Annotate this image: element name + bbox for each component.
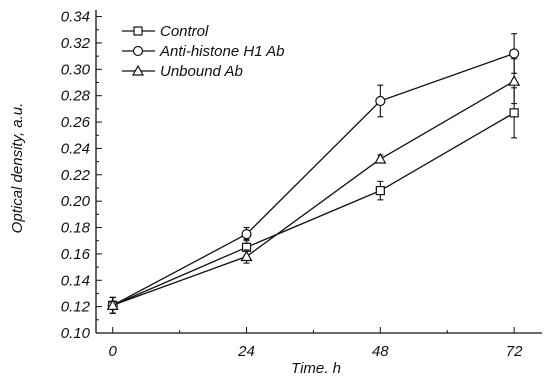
y-tick-label: 0.20 — [61, 193, 91, 210]
legend-marker — [132, 45, 144, 57]
y-axis-ticks: 0.10 0.12 0.14 0.16 0.18 0.20 0.22 0.24 0.26 0.28… — [61, 9, 102, 342]
y-tick-label: 0.26 — [61, 114, 91, 131]
y-tick-label: 0.16 — [61, 246, 91, 263]
legend-marker — [131, 64, 145, 76]
y-tick-label: 0.10 — [61, 325, 91, 342]
series-line — [112, 80, 515, 306]
series-triangle — [106, 58, 521, 314]
y-tick-label: 0.14 — [61, 272, 90, 289]
data-point — [241, 229, 252, 240]
y-axis-title: Optical density, a.u. — [9, 103, 26, 234]
y-tick-label: 0.30 — [61, 61, 91, 78]
x-tick-label: 72 — [506, 343, 523, 360]
series-line — [112, 112, 515, 306]
series-square — [108, 87, 519, 314]
legend: Control Anti-histone H1 Ab Unbound Ab — [122, 23, 285, 80]
legend-marker — [133, 26, 143, 36]
y-tick-label: 0.32 — [61, 35, 91, 52]
data-point — [509, 108, 519, 118]
x-axis-ticks: 0 24 48 72 — [109, 327, 523, 360]
legend-label: Unbound Ab — [160, 63, 243, 80]
x-axis-title: Time. h — [291, 360, 341, 377]
data-point — [375, 186, 385, 196]
data-point — [508, 74, 521, 86]
data-point — [240, 250, 253, 262]
legend-label: Control — [160, 23, 209, 40]
y-tick-label: 0.34 — [61, 9, 90, 26]
y-tick-label: 0.28 — [61, 88, 91, 105]
y-tick-label: 0.18 — [61, 220, 91, 237]
x-tick-label: 24 — [237, 343, 255, 360]
y-tick-label: 0.24 — [61, 140, 90, 157]
y-tick-label: 0.12 — [61, 299, 91, 316]
x-tick-label: 0 — [109, 343, 118, 360]
series-circle — [107, 33, 520, 314]
data-point — [106, 299, 119, 310]
legend-label: Anti-histone H1 Ab — [159, 43, 285, 60]
series-line — [112, 52, 515, 306]
plot-frame — [95, 10, 542, 334]
data-point — [509, 48, 520, 59]
data-point — [374, 152, 387, 164]
series-layer — [106, 33, 521, 314]
data-point — [375, 95, 386, 107]
x-tick-label: 48 — [372, 343, 389, 360]
y-tick-label: 0.22 — [61, 167, 91, 184]
